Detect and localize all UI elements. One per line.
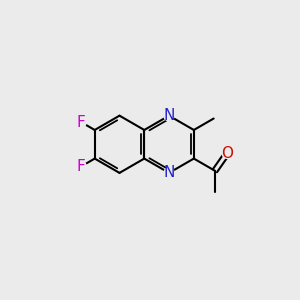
Text: F: F <box>77 159 85 174</box>
Circle shape <box>76 161 86 172</box>
Text: N: N <box>164 165 175 180</box>
Circle shape <box>76 117 86 127</box>
Circle shape <box>222 148 232 158</box>
Circle shape <box>164 110 174 121</box>
Text: F: F <box>77 115 85 130</box>
Text: N: N <box>164 108 175 123</box>
Circle shape <box>164 168 174 178</box>
Text: O: O <box>221 146 233 161</box>
